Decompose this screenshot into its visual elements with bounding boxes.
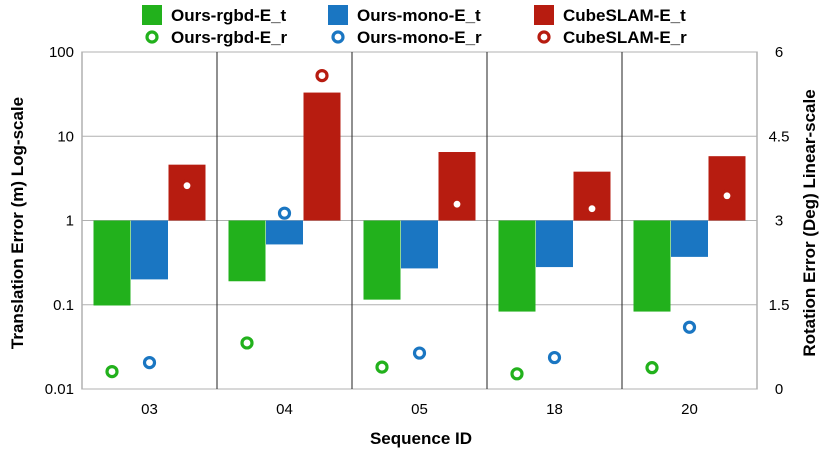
x-tick-label: 04: [276, 401, 293, 418]
bar-Ours-rgbd-E_t: [633, 220, 671, 312]
point-CubeSLAM-E_r: [585, 202, 599, 216]
legend-label: Ours-mono-E_t: [357, 6, 481, 25]
bar-Ours-mono-E_t: [671, 220, 708, 257]
x-tick-label: 18: [546, 401, 563, 418]
point-CubeSLAM-E_r: [315, 68, 329, 83]
bar-Ours-mono-E_t: [266, 220, 303, 245]
bar-Ours-mono-E_t: [536, 220, 573, 268]
x-tick-label: 05: [411, 401, 428, 418]
point-CubeSLAM-E_r: [180, 179, 194, 193]
left-axis-ticks: 0.01 0.1 1 10 100: [45, 44, 74, 398]
y-axis-label: Translation Error (m) Log-scale: [8, 97, 27, 349]
point-Ours-mono-E_r: [277, 206, 292, 220]
bar-Ours-rgbd-E_t: [498, 220, 536, 312]
legend-swatch-bar: [328, 5, 348, 25]
left-tick-label: 1: [66, 213, 74, 230]
left-tick-label: 0.01: [45, 381, 74, 398]
point-Ours-mono-E_r: [682, 320, 697, 334]
right-tick-label: 1.5: [769, 297, 790, 314]
legend-swatch-point: [537, 30, 551, 44]
legend-swatch-point: [145, 30, 159, 44]
bar-CubeSLAM-E_t: [168, 164, 206, 221]
bar-CubeSLAM-E_t: [708, 156, 746, 221]
legend-swatch-bar: [534, 5, 554, 25]
x-axis-label: Sequence ID: [370, 429, 472, 448]
right-axis-ticks: 0 1.5 3 4.5 6: [769, 44, 790, 398]
bar-CubeSLAM-E_t: [303, 92, 341, 221]
left-tick-label: 0.1: [53, 297, 74, 314]
bar-Ours-rgbd-E_t: [363, 220, 401, 300]
point-Ours-rgbd-E_r: [105, 364, 119, 379]
bar-Ours-mono-E_t: [131, 220, 168, 280]
legend-label: Ours-rgbd-E_t: [171, 6, 287, 25]
legend-label: CubeSLAM-E_r: [563, 28, 687, 47]
x-tick-label: 03: [141, 401, 158, 418]
x-tick-label: 20: [681, 401, 698, 418]
right-tick-label: 3: [775, 213, 783, 230]
points: [105, 68, 734, 381]
point-Ours-mono-E_r: [142, 356, 157, 370]
y2-axis-label: Rotation Error (Deg) Linear-scale: [800, 89, 819, 356]
legend-label: CubeSLAM-E_t: [563, 6, 686, 25]
right-tick-label: 4.5: [769, 128, 790, 145]
bar-Ours-mono-E_t: [401, 220, 438, 269]
point-CubeSLAM-E_r: [720, 189, 734, 203]
point-Ours-rgbd-E_r: [240, 336, 254, 350]
point-Ours-rgbd-E_r: [375, 360, 389, 374]
point-CubeSLAM-E_r: [450, 197, 464, 211]
x-axis-ticks: 03 04 05 18 20: [141, 401, 698, 418]
point-Ours-mono-E_r: [547, 350, 562, 365]
bar-Ours-rgbd-E_t: [93, 220, 131, 306]
point-Ours-rgbd-E_r: [645, 361, 659, 375]
legend-swatch-bar: [142, 5, 162, 25]
point-Ours-rgbd-E_r: [510, 367, 524, 381]
right-tick-label: 0: [775, 381, 783, 398]
legend: Ours-rgbd-E_t Ours-mono-E_t CubeSLAM-E_t Ou…: [142, 5, 687, 47]
left-tick-label: 100: [49, 44, 74, 61]
legend-label: Ours-rgbd-E_r: [171, 28, 288, 47]
legend-label: Ours-mono-E_r: [357, 28, 482, 47]
right-tick-label: 6: [775, 44, 783, 61]
point-Ours-mono-E_r: [412, 346, 427, 360]
bars: [93, 92, 746, 312]
legend-swatch-point: [331, 30, 345, 44]
left-tick-label: 10: [57, 128, 74, 145]
bar-Ours-rgbd-E_t: [228, 220, 266, 282]
